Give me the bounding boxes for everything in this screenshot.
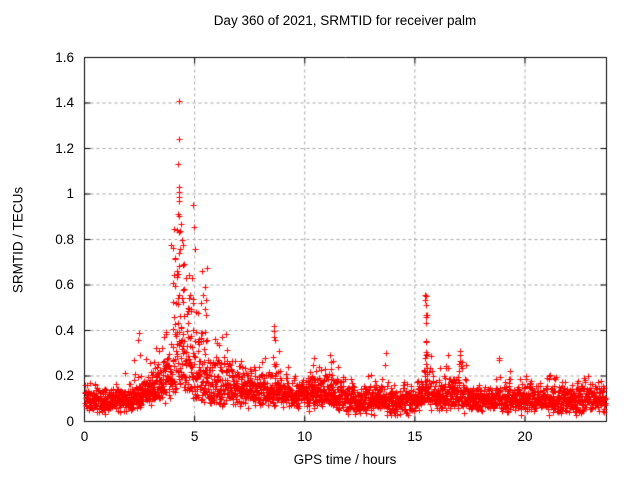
y-tick-label: 1	[66, 186, 74, 201]
x-tick-label: 5	[190, 429, 199, 444]
y-tick-label: 1.4	[55, 95, 74, 110]
x-tick-label: 10	[297, 429, 313, 444]
x-axis-title: GPS time / hours	[293, 452, 397, 467]
x-tick-label: 0	[80, 429, 89, 444]
chart-title: Day 360 of 2021, SRMTID for receiver pal…	[213, 13, 477, 28]
y-tick-label: 0.2	[55, 368, 74, 383]
y-tick-label: 1.2	[55, 140, 74, 156]
y-tick-label: 0.6	[55, 277, 74, 292]
y-tick-label: 0	[66, 413, 74, 429]
y-tick-label: 0.8	[55, 231, 74, 247]
x-tick-label: 20	[517, 429, 533, 444]
x-tick-label: 15	[407, 429, 423, 444]
y-tick-label: 1.6	[55, 49, 74, 65]
y-tick-label: 0.4	[55, 322, 74, 338]
